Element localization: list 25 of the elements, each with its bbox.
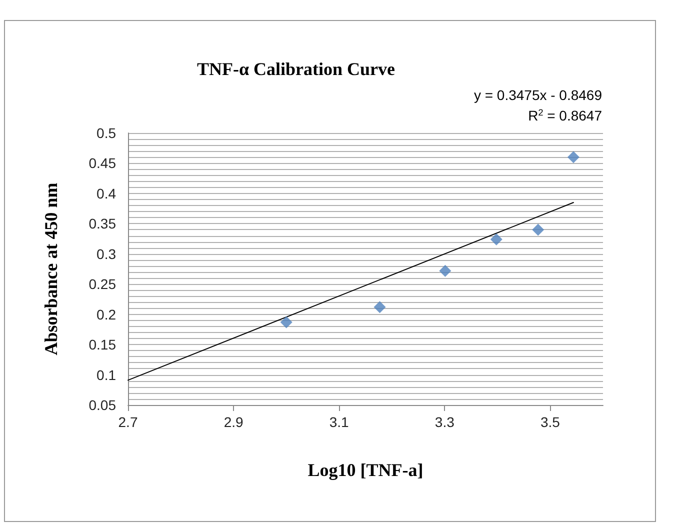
point — [567, 151, 580, 164]
y-tick-label: 0.45 — [88, 155, 116, 172]
chart-title: TNF-α Calibration Curve — [197, 59, 396, 79]
y-tick-label: 0.4 — [96, 185, 116, 202]
y-tick-label: 0.15 — [88, 336, 116, 353]
point — [439, 264, 452, 277]
x-axis-title: Log10 [TNF-a] — [308, 460, 424, 480]
x-tick-label: 2.9 — [224, 414, 244, 430]
point — [374, 301, 386, 314]
text: y = 0.3475x - 0.8469 — [474, 87, 602, 103]
y-tick-label: 0.25 — [88, 276, 116, 292]
y-tick-label: 0.05 — [88, 397, 116, 413]
x-tick-label: 3.5 — [540, 414, 560, 430]
x-tick-label: 3.3 — [434, 414, 455, 430]
y-tick-label: 0.35 — [88, 216, 116, 232]
x-tick-label: 2.7 — [118, 414, 138, 430]
point — [490, 233, 502, 246]
y-tick-label: 0.1 — [96, 366, 116, 383]
y-tick-label: 0.5 — [96, 125, 116, 141]
point — [532, 224, 544, 236]
y-tick-label: 0.3 — [96, 246, 116, 262]
y-axis-title: Absorbance at 450 nm — [41, 182, 61, 356]
y-tick-label: 0.2 — [96, 306, 116, 322]
x-tick-label: 3.1 — [329, 414, 350, 430]
point — [280, 316, 292, 328]
